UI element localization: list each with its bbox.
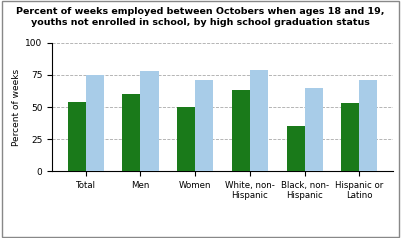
Bar [195,80,213,171]
Bar [287,126,305,171]
Bar [359,80,377,171]
Y-axis label: Percent of weeks: Percent of weeks [12,69,21,146]
Bar [86,75,104,171]
Bar [122,94,140,171]
Bar [341,103,359,171]
Bar [68,102,86,171]
Bar [140,71,158,171]
Text: Percent of weeks employed between Octobers when ages 18 and 19,
youths not enrol: Percent of weeks employed between Octobe… [16,7,385,27]
Bar [305,88,323,171]
Bar [177,107,195,171]
Bar [250,70,268,171]
Bar [232,90,250,171]
